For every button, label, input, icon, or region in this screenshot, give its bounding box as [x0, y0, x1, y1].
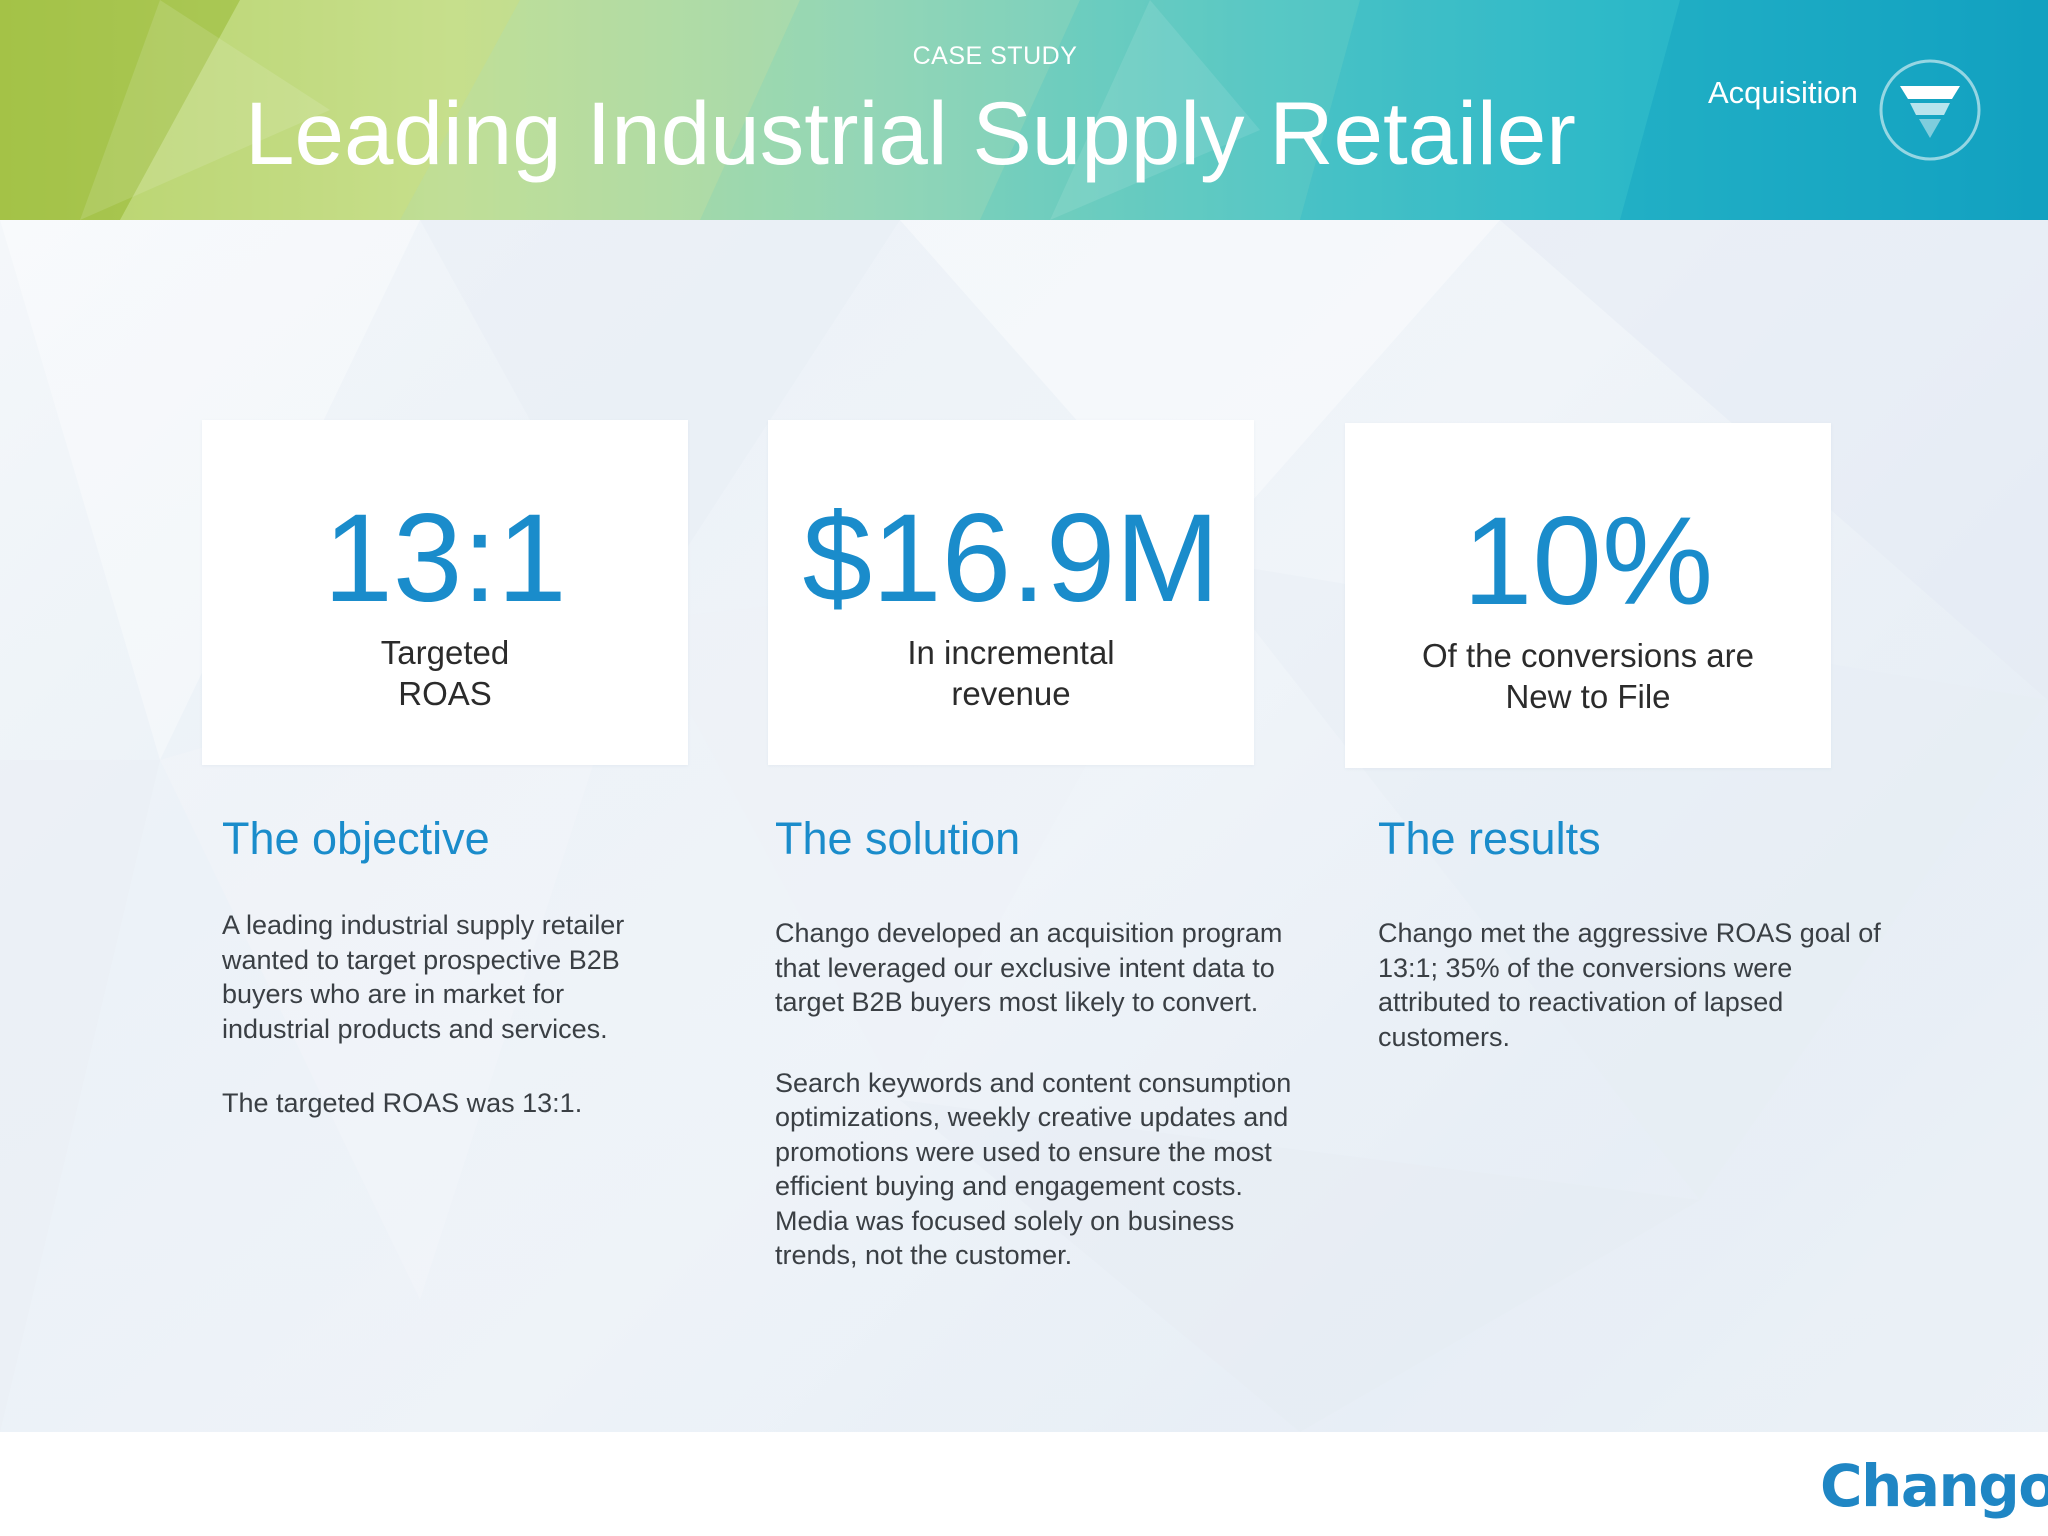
results-paragraph: Chango met the aggressive ROAS goal of 1… — [1378, 918, 1881, 1052]
solution-body: Chango developed an acquisition program … — [775, 916, 1295, 1273]
results-body: Chango met the aggressive ROAS goal of 1… — [1378, 916, 1898, 1054]
solution-paragraph: Search keywords and content consumption … — [775, 1067, 1292, 1271]
stat-caption-line2: revenue — [951, 675, 1071, 712]
solution-paragraph: Chango developed an acquisition program … — [775, 918, 1283, 1017]
chango-logo: Chango — [1820, 1452, 2048, 1520]
stat-value: $16.9M — [802, 489, 1220, 628]
solution-heading: The solution — [775, 813, 1021, 864]
results-heading: The results — [1378, 813, 1601, 864]
stat-caption-line2: ROAS — [398, 675, 492, 712]
stat-caption-line1: Of the conversions are — [1422, 637, 1754, 674]
objective-paragraph: The targeted ROAS was 13:1. — [222, 1088, 583, 1118]
category-tag: Acquisition — [1708, 75, 1858, 110]
stat-value: 13:1 — [323, 489, 567, 628]
stat-card-revenue: $16.9M In incremental revenue — [768, 420, 1254, 765]
objective-heading: The objective — [222, 813, 490, 864]
header-facets — [0, 0, 2048, 220]
header-banner: CASE STUDY Leading Industrial Supply Ret… — [0, 0, 2048, 220]
case-study-label: CASE STUDY — [912, 42, 1078, 70]
page-title: Leading Industrial Supply Retailer — [245, 83, 1576, 183]
stat-card-roas: 13:1 Targeted ROAS — [202, 420, 688, 765]
funnel-icon — [1879, 59, 1981, 161]
stat-card-new-to-file: 10% Of the conversions are New to File — [1345, 423, 1831, 768]
objective-paragraph: A leading industrial supply retailer wan… — [222, 910, 625, 1044]
stat-value: 10% — [1462, 492, 1714, 631]
stat-caption-line2: New to File — [1505, 678, 1671, 715]
footer — [0, 1432, 2048, 1536]
objective-body: A leading industrial supply retailer wan… — [222, 908, 662, 1121]
stat-caption-line1: Targeted — [380, 634, 510, 671]
stat-caption-line1: In incremental — [907, 634, 1115, 671]
